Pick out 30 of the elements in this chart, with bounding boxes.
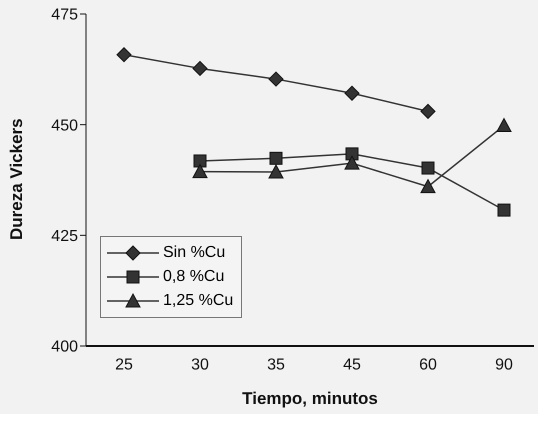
x-tick-label: 45 <box>343 356 361 374</box>
point <box>192 60 208 76</box>
y-tick-label: 450 <box>51 117 78 134</box>
x-tick-label: 60 <box>419 356 437 374</box>
y-axis-title: Dureza Vickers <box>7 118 26 240</box>
x-tick-label: 35 <box>267 356 285 374</box>
legend-label: Sin %Cu <box>163 243 226 263</box>
legend-label: 0,8 %Cu <box>163 267 224 287</box>
point <box>344 86 360 101</box>
y-tick-label: 400 <box>51 338 78 356</box>
y-tick-label: 425 <box>51 228 78 246</box>
point <box>270 152 282 165</box>
point <box>268 72 284 87</box>
point <box>420 104 436 119</box>
point <box>422 162 434 175</box>
point <box>116 47 132 62</box>
point <box>192 164 208 178</box>
point <box>344 156 360 170</box>
x-tick-label: 90 <box>495 356 513 374</box>
point <box>420 179 436 194</box>
point <box>498 204 510 217</box>
y-tick-label: 475 <box>51 6 78 24</box>
x-tick-label: 30 <box>191 356 209 374</box>
point <box>346 147 358 160</box>
point <box>496 118 512 132</box>
legend-label: 1,25 %Cu <box>163 291 234 311</box>
point <box>268 164 284 179</box>
point <box>194 154 206 168</box>
x-axis-title: Tiempo, minutos <box>242 389 378 408</box>
x-tick-label: 25 <box>115 356 133 374</box>
